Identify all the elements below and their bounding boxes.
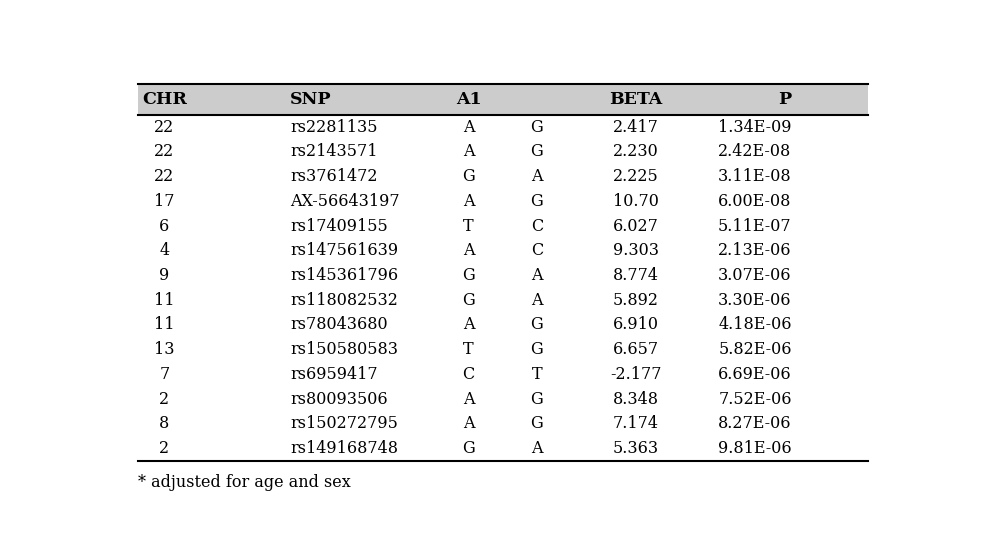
Text: A: A [463,242,474,259]
Text: 2.230: 2.230 [613,143,658,160]
Text: G: G [531,143,543,160]
Text: 3.11E-08: 3.11E-08 [718,168,792,185]
Text: 1.34E-09: 1.34E-09 [718,119,792,136]
Text: * adjusted for age and sex: * adjusted for age and sex [137,474,350,490]
Text: 7.174: 7.174 [613,415,659,433]
Text: A: A [532,292,542,309]
Text: rs6959417: rs6959417 [290,366,378,383]
Text: 8.27E-06: 8.27E-06 [718,415,792,433]
Text: rs118082532: rs118082532 [290,292,397,309]
Text: 6: 6 [159,218,170,234]
Text: A: A [463,193,474,210]
Text: 13: 13 [154,341,175,358]
Text: rs17409155: rs17409155 [290,218,387,234]
Text: 22: 22 [154,168,175,185]
Text: A: A [532,267,542,284]
Text: 9: 9 [159,267,170,284]
Text: G: G [462,440,475,457]
Text: 9.81E-06: 9.81E-06 [718,440,792,457]
Text: 5.82E-06: 5.82E-06 [718,341,792,358]
Text: 9.303: 9.303 [613,242,659,259]
Text: 11: 11 [154,316,175,334]
Text: A: A [463,391,474,408]
Text: T: T [463,341,474,358]
Text: 4.18E-06: 4.18E-06 [718,316,792,334]
Text: rs78043680: rs78043680 [290,316,387,334]
Text: 2: 2 [159,391,170,408]
Text: G: G [531,391,543,408]
Text: CHR: CHR [142,91,186,107]
Text: A: A [463,143,474,160]
Text: G: G [531,119,543,136]
Text: 2.225: 2.225 [613,168,658,185]
Text: 7: 7 [159,366,170,383]
Text: 5.892: 5.892 [613,292,659,309]
Text: A: A [463,415,474,433]
Bar [137,84,868,114]
Text: 22: 22 [154,119,175,136]
Text: A1: A1 [456,91,482,107]
Text: A: A [532,168,542,185]
Text: 6.00E-08: 6.00E-08 [718,193,792,210]
Text: 2.42E-08: 2.42E-08 [718,143,792,160]
Text: rs2281135: rs2281135 [290,119,378,136]
Text: 2.13E-06: 2.13E-06 [718,242,792,259]
Text: 6.69E-06: 6.69E-06 [718,366,792,383]
Text: rs145361796: rs145361796 [290,267,398,284]
Text: 3.07E-06: 3.07E-06 [718,267,792,284]
Text: 2: 2 [159,440,170,457]
Text: A: A [463,316,474,334]
Text: C: C [531,218,543,234]
Text: 10.70: 10.70 [613,193,659,210]
Text: AX-56643197: AX-56643197 [290,193,399,210]
Text: 22: 22 [154,143,175,160]
Text: G: G [462,292,475,309]
Text: A: A [532,440,542,457]
Text: rs2143571: rs2143571 [290,143,378,160]
Text: T: T [532,366,542,383]
Text: SNP: SNP [290,91,332,107]
Text: 6.910: 6.910 [613,316,659,334]
Text: G: G [531,341,543,358]
Text: rs147561639: rs147561639 [290,242,398,259]
Text: rs80093506: rs80093506 [290,391,387,408]
Text: G: G [531,316,543,334]
Text: rs150580583: rs150580583 [290,341,398,358]
Text: 5.11E-07: 5.11E-07 [718,218,792,234]
Text: C: C [462,366,475,383]
Text: G: G [462,267,475,284]
Text: 17: 17 [154,193,175,210]
Text: 6.657: 6.657 [613,341,659,358]
Text: G: G [462,168,475,185]
Text: A: A [463,119,474,136]
Text: 7.52E-06: 7.52E-06 [718,391,792,408]
Text: P: P [779,91,792,107]
Text: G: G [531,193,543,210]
Text: G: G [531,415,543,433]
Text: 8.348: 8.348 [613,391,659,408]
Text: 6.027: 6.027 [613,218,659,234]
Text: -2.177: -2.177 [610,366,661,383]
Text: 8: 8 [159,415,170,433]
Text: T: T [463,218,474,234]
Text: rs150272795: rs150272795 [290,415,397,433]
Text: 11: 11 [154,292,175,309]
Text: rs3761472: rs3761472 [290,168,378,185]
Text: C: C [531,242,543,259]
Text: 3.30E-06: 3.30E-06 [718,292,792,309]
Text: rs149168748: rs149168748 [290,440,398,457]
Text: 2.417: 2.417 [613,119,659,136]
Text: 8.774: 8.774 [613,267,659,284]
Text: 5.363: 5.363 [613,440,659,457]
Text: BETA: BETA [609,91,662,107]
Text: 4: 4 [159,242,170,259]
